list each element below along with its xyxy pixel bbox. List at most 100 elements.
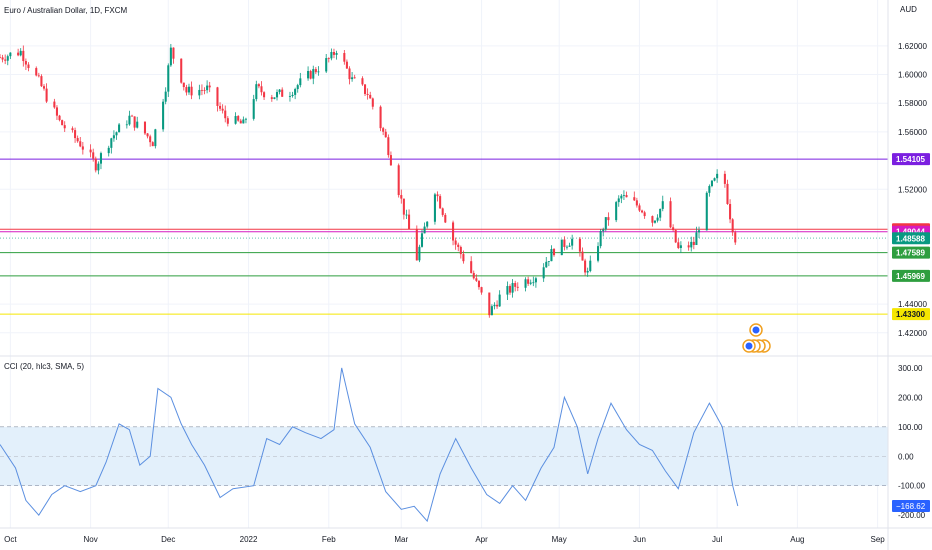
time-axis[interactable]: Oct Nov Dec 2022 Feb Mar Apr May Jun Jul Aug Sep [4, 535, 885, 544]
candle-body [79, 141, 82, 147]
candle-body [278, 89, 281, 93]
candle [332, 48, 336, 59]
candle-body [92, 152, 95, 159]
candle-body [89, 149, 92, 153]
cci-value-label[interactable]: −168.62 [892, 500, 930, 513]
candle [622, 190, 625, 201]
price-tick-label: 1.44000 [898, 300, 927, 309]
candle [568, 242, 571, 247]
candle-body [692, 241, 695, 246]
candle [364, 84, 367, 96]
candle [695, 226, 698, 246]
candle-body [604, 217, 607, 230]
candle [635, 197, 638, 208]
candle-body [529, 282, 532, 284]
candle [441, 207, 444, 217]
candle [672, 224, 675, 232]
candle [4, 54, 7, 65]
candle [415, 225, 418, 261]
candle [130, 114, 134, 117]
price-tick-label: 1.58000 [898, 99, 927, 108]
news-flag-icon-inner [752, 326, 760, 334]
candle-body [224, 110, 227, 119]
cci-value-label-text: −168.62 [896, 502, 926, 511]
candle-body [441, 208, 444, 215]
candle [312, 65, 315, 85]
candle-body [270, 97, 273, 99]
candle [488, 292, 491, 318]
candle-body [42, 86, 46, 89]
candle-body [361, 78, 364, 85]
price-level-label[interactable]: 1.43300 [892, 308, 930, 321]
event-markers[interactable] [742, 323, 771, 353]
candle [607, 212, 610, 226]
candle [190, 81, 193, 100]
candle-body [550, 249, 553, 262]
candle-body [239, 120, 242, 124]
candle [475, 274, 478, 282]
candle [550, 245, 553, 262]
candle [679, 241, 682, 253]
candle [180, 58, 183, 84]
candle-body [351, 77, 354, 80]
cci-axis[interactable]: 300.00 200.00 100.00 0.00 -100.00 -200.00−168… [892, 364, 930, 520]
candle-body [708, 186, 711, 193]
candle [625, 191, 628, 198]
candle [309, 69, 312, 80]
candle-body [436, 194, 439, 197]
candle-body [314, 69, 317, 73]
candle-body [187, 86, 191, 93]
candle-body [35, 68, 38, 76]
candle [239, 118, 242, 124]
price-axis[interactable]: 1.62000 1.60000 1.58000 1.56000 1.52000 1.440… [892, 42, 930, 338]
cci-indicator-title[interactable]: CCI (20, hlc3, SMA, 5) [4, 362, 84, 371]
candle-body [182, 82, 185, 88]
candle-body [617, 198, 620, 203]
candle-body [452, 222, 455, 241]
candle-body [726, 183, 729, 204]
candle [42, 84, 46, 91]
candle-body [568, 245, 571, 247]
price-level-label[interactable]: 1.48588 [892, 232, 930, 245]
candle [433, 192, 436, 225]
candle-body [659, 208, 662, 218]
candle [545, 256, 548, 268]
candle-body [472, 272, 475, 279]
price-level-label[interactable]: 1.54105 [892, 153, 930, 166]
candle-body [405, 214, 408, 216]
price-level-label-bg [892, 232, 930, 245]
candle [45, 83, 48, 103]
candle-body [586, 270, 589, 273]
candle [565, 245, 569, 250]
candle [584, 258, 587, 276]
candle [219, 102, 222, 111]
candle-body [53, 101, 56, 108]
price-pane [0, 43, 888, 318]
candle [705, 191, 708, 231]
candle [252, 94, 255, 121]
candle-body [330, 52, 333, 59]
candle-body [353, 77, 356, 79]
candle [379, 105, 382, 132]
candle-body [439, 196, 442, 209]
candle [723, 170, 726, 188]
candle-body [599, 231, 602, 247]
candle [79, 137, 82, 148]
candle-body [402, 198, 405, 215]
candle [578, 237, 581, 257]
candle [17, 48, 20, 57]
candle-body [420, 233, 424, 247]
candle-body [219, 105, 222, 109]
price-level-label[interactable]: 1.47589 [892, 246, 930, 259]
candle [426, 221, 429, 229]
candle [76, 135, 79, 143]
candle [542, 263, 545, 282]
price-level-label[interactable]: 1.45969 [892, 269, 930, 282]
candle-body [281, 89, 284, 97]
candle [692, 236, 695, 250]
candle [527, 276, 530, 286]
candle-body [366, 93, 369, 95]
candle [281, 87, 284, 97]
candle-body [496, 304, 499, 307]
candle [154, 128, 157, 149]
